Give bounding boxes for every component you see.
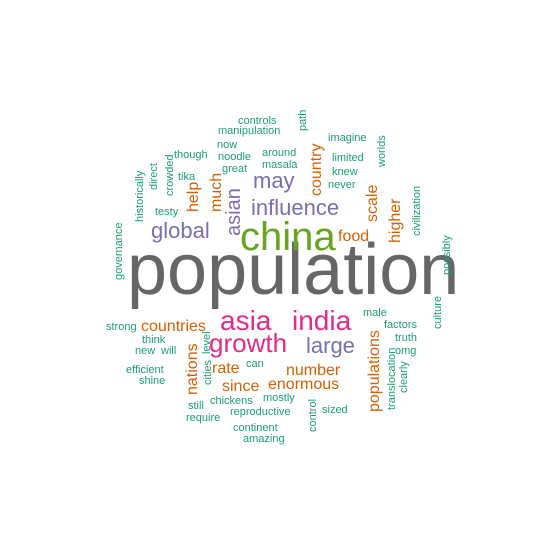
- word-level: level: [201, 331, 213, 354]
- word-still: still: [188, 400, 204, 412]
- word-great: great: [222, 163, 247, 175]
- word-tika: tika: [178, 171, 196, 183]
- word-continent: continent: [233, 422, 278, 434]
- word-large: large: [306, 333, 355, 358]
- word-much: much: [208, 173, 225, 212]
- word-number: number: [286, 362, 341, 379]
- word-around: around: [262, 147, 296, 159]
- word-growth: growth: [209, 328, 287, 358]
- word-asia: asia: [220, 305, 272, 336]
- word-male: male: [363, 307, 387, 319]
- word-translocation: translocation: [386, 348, 398, 410]
- word-efficient: efficient: [126, 364, 164, 376]
- word-reproductive: reproductive: [230, 406, 291, 418]
- word-crowded: crowded: [164, 154, 176, 196]
- word-influence: influence: [251, 195, 339, 220]
- word-controls: controls: [238, 115, 277, 127]
- word-chickens: chickens: [210, 395, 253, 407]
- word-clearly: clearly: [398, 361, 410, 393]
- word-though: though: [174, 149, 208, 161]
- word-global: global: [151, 218, 210, 243]
- word-manipulation: manipulation: [218, 125, 280, 137]
- word-china: china: [240, 215, 336, 259]
- word-noodle: noodle: [218, 151, 251, 163]
- word-asian: asian: [223, 188, 245, 236]
- word-sized: sized: [322, 404, 348, 416]
- word-food: food: [338, 228, 369, 245]
- word-think: think: [142, 334, 166, 346]
- word-path: path: [297, 110, 309, 131]
- word-higher: higher: [387, 198, 404, 243]
- word-factors: factors: [384, 319, 418, 331]
- word-rate: rate: [212, 360, 240, 377]
- word-can: can: [246, 358, 264, 370]
- word-shine: shine: [139, 375, 165, 387]
- word-countries: countries: [141, 318, 206, 335]
- word-control: control: [307, 399, 319, 432]
- word-enormous: enormous: [268, 376, 339, 393]
- word-will: will: [160, 345, 176, 357]
- word-omg: omg: [395, 345, 416, 357]
- word-limited: limited: [332, 152, 364, 164]
- word-testy: testy: [155, 206, 179, 218]
- word-population: population: [127, 230, 459, 310]
- word-nations: nations: [184, 343, 201, 395]
- word-knew: knew: [332, 166, 358, 178]
- word-since: since: [222, 378, 259, 395]
- word-worlds: worlds: [376, 135, 388, 168]
- word-new: new: [135, 345, 155, 357]
- word-mostly: mostly: [263, 392, 295, 404]
- word-require: require: [186, 412, 220, 424]
- word-imagine: imagine: [328, 132, 367, 144]
- word-scale: scale: [364, 185, 381, 222]
- word-now: now: [217, 139, 237, 151]
- word-india: india: [292, 305, 352, 336]
- word-masala: masala: [262, 159, 298, 171]
- word-direct: direct: [148, 163, 160, 190]
- word-amazing: amazing: [243, 433, 285, 445]
- word-may: may: [253, 168, 295, 193]
- word-governance: governance: [113, 223, 125, 281]
- word-possibly: possibly: [441, 235, 453, 275]
- word-civilization: civilization: [411, 186, 423, 236]
- word-cities: cities: [202, 359, 214, 385]
- word-strong: strong: [106, 321, 137, 333]
- word-populations: populations: [366, 330, 383, 412]
- word-never: never: [328, 179, 356, 191]
- word-truth: truth: [395, 332, 417, 344]
- word-historically: historically: [134, 170, 146, 222]
- word-help: help: [185, 182, 202, 212]
- word-country: country: [308, 144, 325, 196]
- word-culture: culture: [432, 296, 444, 329]
